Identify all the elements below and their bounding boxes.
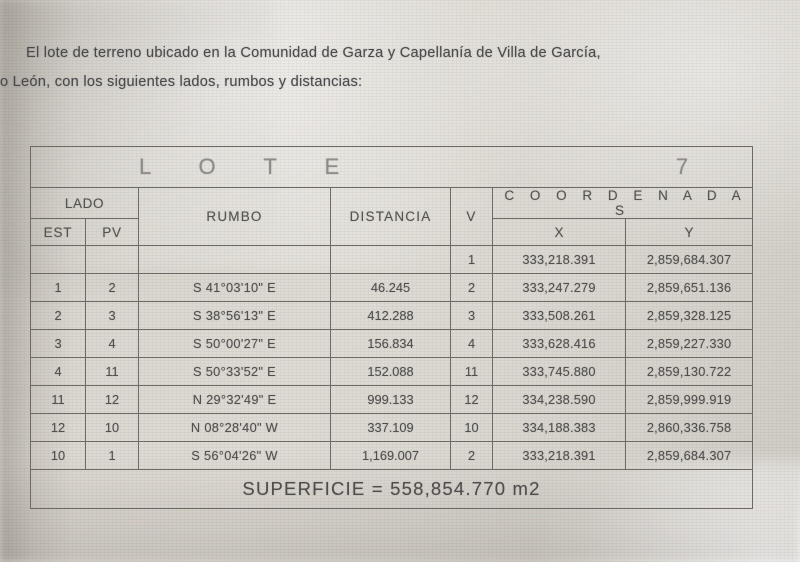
cell-coord-y: 2,859,227.330 <box>624 329 754 358</box>
cell-rumbo: N 08°28'40" W <box>138 413 331 442</box>
intro-paragraph: El lote de terreno ubicado en la Comunid… <box>0 40 800 96</box>
cell-coord-x: 333,628.416 <box>492 329 626 358</box>
cell-distancia: 412.288 <box>330 301 451 330</box>
cell-v: 4 <box>450 329 493 358</box>
header-est: EST <box>30 218 86 246</box>
cell-distancia: 999.133 <box>330 385 451 414</box>
table-row: 1 333,218.391 2,859,684.307 <box>30 245 754 274</box>
cell-rumbo: N 29°32'49" E <box>138 385 331 414</box>
cell-pv: 4 <box>85 329 139 358</box>
cell-v: 3 <box>450 301 493 330</box>
cell-v: 11 <box>450 357 493 386</box>
header-rumbo: RUMBO <box>138 187 331 246</box>
cell-coord-x: 334,188.383 <box>492 413 626 442</box>
lote-number: 7 <box>675 154 689 179</box>
cell-coord-y: 2,859,999.919 <box>624 385 754 414</box>
header-coord-x: X <box>492 218 626 246</box>
table-row: 3 4 S 50°00'27" E 156.834 4 333,628.416 … <box>30 329 754 358</box>
header-lado: LADO <box>30 187 139 219</box>
cell-coord-y: 2,860,336.758 <box>624 413 754 442</box>
table-row: 2 3 S 38°56'13" E 412.288 3 333,508.261 … <box>30 301 754 330</box>
header-coord-y: Y <box>624 218 754 246</box>
superficie-total: SUPERFICIE = 558,854.770 m2 <box>29 469 754 509</box>
cell-distancia: 337.109 <box>330 413 451 442</box>
cell-rumbo: S 38°56'13" E <box>138 301 331 330</box>
cell-coord-x: 333,745.880 <box>492 357 626 386</box>
cell-pv: 11 <box>85 357 139 386</box>
cell-v: 2 <box>450 441 493 470</box>
table-row: 4 11 S 50°33'52" E 152.088 11 333,745.88… <box>30 357 754 386</box>
table-footer-row: SUPERFICIE = 558,854.770 m2 <box>29 469 754 509</box>
cell-v: 1 <box>450 245 493 274</box>
cell-pv: 10 <box>85 413 139 442</box>
cell-pv: 12 <box>85 385 139 414</box>
cell-v: 10 <box>450 413 493 442</box>
cell-coord-y: 2,859,684.307 <box>624 441 754 470</box>
table-row: 10 1 S 56°04'26" W 1,169.007 2 333,218.3… <box>30 441 754 470</box>
table-row: 12 10 N 08°28'40" W 337.109 10 334,188.3… <box>30 413 754 442</box>
header-coordenadas: C O O R D E N A D A S <box>491 187 754 219</box>
cell-est: 4 <box>30 357 86 386</box>
cell-coord-y: 2,859,651.136 <box>624 273 754 302</box>
cell-coord-y: 2,859,684.307 <box>624 245 754 274</box>
cell-pv <box>85 245 139 274</box>
table-header-row-1: LADO RUMBO DISTANCIA V C O O R D E N A D… <box>30 187 754 246</box>
cell-rumbo: S 41°03'10" E <box>138 273 331 302</box>
cuadro-de-construccion-table-wrapper: L O T E 7 LADO RUMBO DISTANCIA V C O O R… <box>29 146 754 509</box>
cell-est: 12 <box>30 413 86 442</box>
cell-coord-y: 2,859,130.722 <box>624 357 754 386</box>
cell-pv: 2 <box>85 273 139 302</box>
cell-v: 12 <box>450 385 493 414</box>
cell-distancia: 152.088 <box>330 357 451 386</box>
cell-distancia: 1,169.007 <box>330 441 451 470</box>
cell-distancia: 156.834 <box>330 329 451 358</box>
cell-coord-y: 2,859,328.125 <box>624 301 754 330</box>
cell-est <box>30 245 86 274</box>
intro-paragraph-line-1: El lote de terreno ubicado en la Comunid… <box>26 45 601 61</box>
cell-v: 2 <box>450 273 493 302</box>
cell-coord-x: 333,218.391 <box>492 441 626 470</box>
cell-coord-x: 333,247.279 <box>492 273 626 302</box>
lote-title-text: L O T E <box>139 154 361 179</box>
cell-pv: 1 <box>85 441 139 470</box>
cell-distancia <box>330 245 451 274</box>
cuadro-de-construccion-table: L O T E 7 LADO RUMBO DISTANCIA V C O O R… <box>29 146 754 509</box>
cell-coord-x: 333,218.391 <box>492 245 626 274</box>
cell-est: 2 <box>30 301 86 330</box>
cell-pv: 3 <box>85 301 139 330</box>
cell-coord-x: 334,238.590 <box>492 385 626 414</box>
header-distancia: DISTANCIA <box>330 187 451 246</box>
table-header-row-2: EST PV X Y <box>30 218 754 246</box>
cell-rumbo: S 50°00'27" E <box>138 329 331 358</box>
cell-est: 10 <box>30 441 86 470</box>
cell-rumbo <box>138 245 331 274</box>
header-v: V <box>450 187 493 246</box>
table-row: 11 12 N 29°32'49" E 999.133 12 334,238.5… <box>30 385 754 414</box>
cell-est: 3 <box>30 329 86 358</box>
cell-rumbo: S 50°33'52" E <box>138 357 331 386</box>
cell-rumbo: S 56°04'26" W <box>138 441 331 470</box>
table-title-row: L O T E 7 <box>29 146 754 188</box>
table-row: 1 2 S 41°03'10" E 46.245 2 333,247.279 2… <box>30 273 754 302</box>
header-pv: PV <box>85 218 139 246</box>
cell-distancia: 46.245 <box>330 273 451 302</box>
cell-coord-x: 333,508.261 <box>492 301 626 330</box>
cell-est: 1 <box>30 273 86 302</box>
intro-paragraph-line-2: o León, con los siguientes lados, rumbos… <box>0 74 363 90</box>
cell-est: 11 <box>30 385 86 414</box>
table-title-cell: L O T E 7 <box>29 146 754 188</box>
